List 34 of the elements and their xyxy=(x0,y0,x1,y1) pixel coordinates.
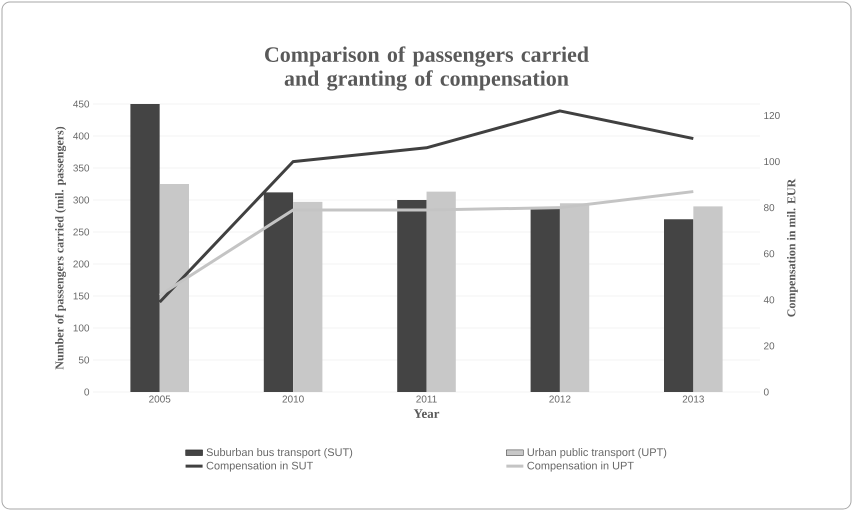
x-tick-label: 2011 xyxy=(416,396,437,403)
legend-label: Suburban bus transport (SUT) xyxy=(206,448,352,458)
y-tick-label: 50 xyxy=(78,356,90,364)
legend-label: Compensation in SUT xyxy=(206,461,313,472)
y2-tick-label: 100 xyxy=(764,158,780,166)
chart-title: Comparison of passengers carried and granting of compensation xyxy=(265,46,589,91)
x-tick-label: 2013 xyxy=(682,396,704,403)
y2-tick-label: 80 xyxy=(764,204,774,212)
x-tick-label: 2005 xyxy=(149,396,170,403)
y2-axis-title: Compensation in mil. EUR xyxy=(786,178,798,317)
y-tick-label: 350 xyxy=(73,164,90,172)
y2-tick-label: 40 xyxy=(764,296,774,304)
y-tick-label: 200 xyxy=(73,260,90,268)
y2-tick-label: 20 xyxy=(764,342,774,350)
y-tick-label: 300 xyxy=(73,196,90,204)
y-axis-title: Number of passengers carried (mil. passengers) xyxy=(54,126,66,370)
y-tick-label: 250 xyxy=(73,228,90,236)
legend-label: Urban public transport (UPT) xyxy=(528,448,666,458)
x-tick-label: 2012 xyxy=(549,396,570,403)
y2-tick-label: 120 xyxy=(764,112,780,120)
bar xyxy=(397,200,426,392)
bar xyxy=(693,206,723,392)
y-tick-label: 100 xyxy=(74,324,90,332)
y-tick-label: 400 xyxy=(73,132,90,140)
y2-tick-label: 60 xyxy=(764,250,774,258)
x-axis-title: Year xyxy=(414,409,440,418)
y-tick-label: 0 xyxy=(84,388,90,396)
y-tick-label: 150 xyxy=(74,292,90,300)
legend-label: Compensation in UPT xyxy=(527,461,634,472)
y2-tick-label: 0 xyxy=(764,388,769,396)
bar xyxy=(530,208,560,392)
x-tick-label: 2010 xyxy=(282,396,304,403)
y-tick-label: 450 xyxy=(73,100,90,108)
bar xyxy=(664,219,694,392)
